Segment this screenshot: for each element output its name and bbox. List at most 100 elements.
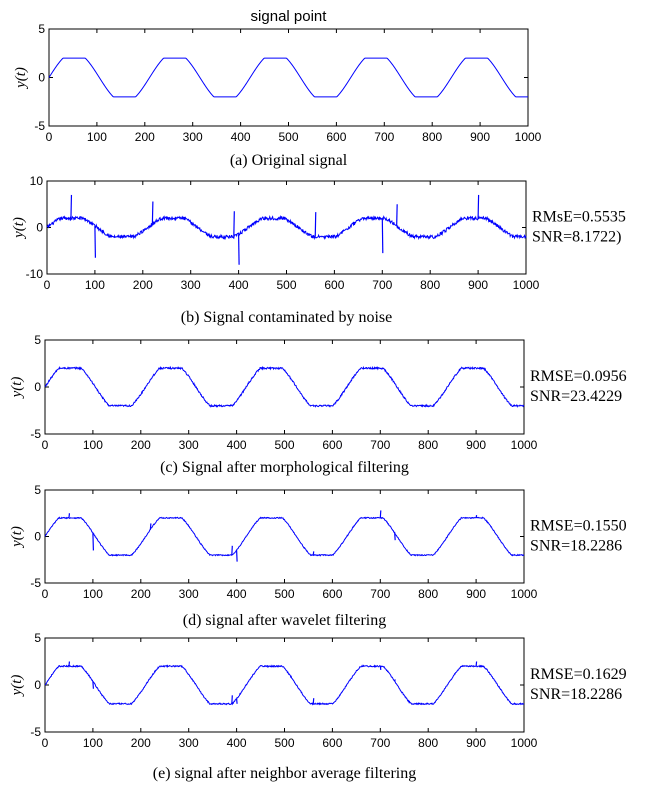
noise-spike	[477, 194, 480, 219]
x-tick-label: 500	[274, 736, 294, 750]
x-tick-label: 100	[87, 130, 107, 144]
noise-spike	[68, 661, 71, 667]
noise-spike	[394, 679, 396, 682]
x-tick-label: 400	[231, 130, 251, 144]
chart-caption: (e) signal after neighbor average filter…	[153, 765, 416, 782]
y-tick-label: 0	[36, 221, 43, 235]
metric-text: SNR=18.2286	[530, 686, 622, 703]
x-tick-label: 300	[179, 736, 199, 750]
y-tick-label: 0	[38, 71, 45, 85]
y-tick-label: -10	[26, 267, 44, 281]
y-axis-label: y(t)	[9, 675, 25, 698]
metric-text: SNR=18.2286	[530, 538, 622, 555]
y-tick-label: 0	[34, 530, 41, 544]
x-tick-label: 500	[274, 438, 294, 452]
x-tick-label: 300	[181, 278, 201, 292]
y-tick-label: 0	[34, 678, 41, 692]
chart-caption: (c) Signal after morphological filtering	[160, 459, 409, 476]
metric-text: SNR=8.1722)	[532, 229, 621, 246]
chart-caption: (d) signal after wavelet filtering	[183, 612, 386, 629]
y-axis-label: y(t)	[13, 67, 29, 90]
noise-spike	[236, 698, 238, 704]
x-tick-label: 1000	[511, 736, 538, 750]
plot-frame	[44, 339, 525, 435]
x-tick-label: 300	[179, 438, 199, 452]
noise-spike	[92, 681, 94, 689]
noise-spike	[394, 532, 396, 541]
plot-frame	[44, 489, 525, 584]
metric-text: SNR=23.4229	[530, 388, 622, 405]
x-tick-label: 1000	[511, 438, 538, 452]
x-tick-label: 300	[183, 130, 203, 144]
x-tick-label: 400	[227, 587, 247, 601]
noise-spike	[151, 201, 154, 224]
y-tick-label: 10	[30, 174, 44, 188]
noise-spike	[396, 204, 398, 226]
series-line	[44, 365, 525, 408]
metric-text: RMsE=0.5535	[532, 209, 626, 226]
x-tick-label: 400	[227, 736, 247, 750]
plot-frame	[44, 637, 525, 733]
x-tick-label: 200	[133, 278, 153, 292]
noise-spike	[475, 661, 478, 667]
y-tick-label: -5	[30, 576, 41, 590]
x-tick-label: 0	[42, 438, 49, 452]
x-tick-label: 400	[229, 278, 249, 292]
noise-spike	[312, 551, 315, 556]
subplot-b: 0 100 200 300 400 500 600 700 800 900 1000-10010y(…	[11, 174, 626, 326]
x-tick-label: 900	[466, 736, 486, 750]
noise-spike	[236, 550, 238, 562]
x-tick-label: 700	[370, 587, 390, 601]
noise-spike	[231, 695, 233, 704]
y-axis-label: y(t)	[9, 377, 25, 400]
chart-title: signal point	[251, 8, 328, 25]
x-tick-label: 200	[131, 736, 151, 750]
x-tick-label: 900	[466, 438, 486, 452]
x-tick-label: 100	[83, 438, 103, 452]
y-tick-label: 0	[34, 380, 41, 394]
x-tick-label: 1000	[511, 587, 538, 601]
x-tick-label: 700	[370, 736, 390, 750]
noise-spike	[238, 234, 240, 265]
x-tick-label: 0	[42, 736, 49, 750]
y-tick-label: -5	[30, 427, 41, 441]
x-tick-label: 900	[466, 587, 486, 601]
x-tick-label: 300	[179, 587, 199, 601]
subplot-a: 0 100 200 300 400 500 600 700 800 900 1000-505y(t)…	[13, 8, 542, 169]
subplot-c: 0 100 200 300 400 500 600 700 800 900 1000-505y(t)…	[9, 333, 627, 476]
noise-spike	[475, 515, 478, 519]
y-tick-label: 5	[34, 631, 41, 645]
x-tick-label: 500	[276, 278, 296, 292]
x-tick-label: 700	[374, 130, 394, 144]
noise-spike	[379, 510, 382, 518]
series-line	[44, 664, 525, 706]
x-tick-label: 100	[83, 736, 103, 750]
noise-spike	[231, 545, 233, 556]
metric-text: RMSE=0.1629	[530, 666, 627, 683]
x-tick-label: 800	[422, 130, 442, 144]
series-line	[48, 57, 528, 98]
x-tick-label: 0	[42, 587, 49, 601]
metric-text: RMSE=0.1550	[530, 518, 627, 535]
x-tick-label: 900	[468, 278, 488, 292]
chart-caption: (a) Original signal	[230, 152, 348, 169]
x-tick-label: 600	[326, 130, 346, 144]
y-tick-label: 5	[34, 333, 41, 347]
y-tick-label: 5	[38, 22, 45, 36]
x-tick-label: 900	[470, 130, 490, 144]
noise-spike	[94, 225, 96, 258]
noise-spike	[92, 532, 94, 551]
subplot-d: 0 100 200 300 400 500 600 700 800 900 1000-505y(t)…	[9, 483, 627, 629]
x-tick-label: 800	[418, 587, 438, 601]
y-axis-label: y(t)	[9, 526, 25, 549]
x-tick-label: 1000	[515, 130, 542, 144]
y-axis-label: y(t)	[11, 217, 27, 240]
noise-spike	[233, 211, 235, 237]
metric-text: RMSE=0.0956	[530, 368, 627, 385]
y-tick-label: -5	[34, 119, 45, 133]
x-tick-label: 200	[131, 587, 151, 601]
x-tick-label: 700	[370, 438, 390, 452]
plot-frame	[46, 180, 527, 275]
noise-spike	[379, 666, 382, 671]
x-tick-label: 500	[278, 130, 298, 144]
